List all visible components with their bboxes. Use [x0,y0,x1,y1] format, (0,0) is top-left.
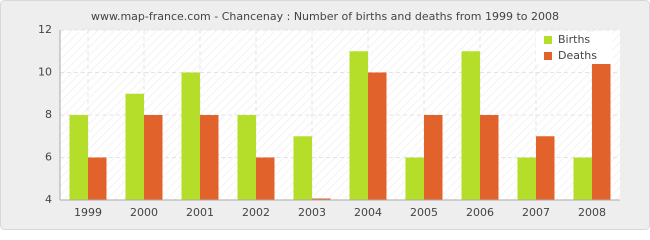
legend-swatch [544,52,552,60]
legend-label: Births [558,33,590,46]
bar [144,115,163,200]
y-tick-label: 6 [45,151,52,164]
bar [461,51,480,200]
y-tick-label: 10 [38,66,52,79]
legend-swatch [544,36,552,44]
x-tick-label: 2002 [242,206,270,219]
bar [517,157,536,200]
x-tick-label: 2005 [410,206,438,219]
bar [181,72,200,200]
x-tick-label: 2007 [522,206,550,219]
x-tick-label: 2006 [466,206,494,219]
bar [405,157,424,200]
y-tick-label: 4 [45,193,52,206]
x-tick-label: 2004 [354,206,382,219]
x-tick-label: 1999 [74,206,102,219]
x-tick-label: 2003 [298,206,326,219]
y-tick-label: 8 [45,108,52,121]
x-tick-label: 2000 [130,206,158,219]
bar [69,115,88,200]
bar [573,157,592,200]
bar [256,157,275,200]
chart-title: www.map-france.com - Chancenay : Number … [91,10,559,23]
bar [424,115,443,200]
x-tick-label: 2001 [186,206,214,219]
chart: www.map-france.com - Chancenay : Number … [0,0,650,230]
bar [349,51,368,200]
bar [293,136,312,200]
bar [536,136,555,200]
bar [125,93,144,200]
bar [312,198,331,200]
bar [200,115,219,200]
bar [88,157,107,200]
legend-label: Deaths [558,49,597,62]
bar [592,51,611,200]
bar [480,115,499,200]
bar [368,72,387,200]
x-tick-label: 2008 [578,206,606,219]
y-tick-label: 12 [38,23,52,36]
bar [237,115,256,200]
